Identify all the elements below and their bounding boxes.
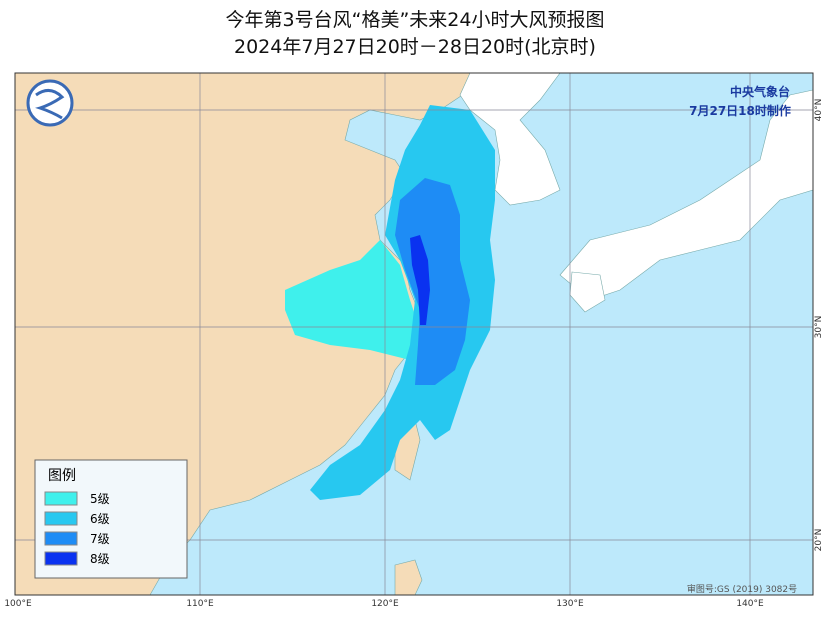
lon-label: 110°E bbox=[186, 599, 214, 609]
hainan bbox=[394, 559, 423, 596]
legend: 图例 5级 6级 7级 8级 bbox=[34, 459, 188, 579]
lon-label: 140°E bbox=[736, 599, 764, 609]
lon-label: 130°E bbox=[556, 599, 584, 609]
lat-label: 40°N bbox=[814, 99, 824, 122]
legend-swatch bbox=[44, 551, 78, 566]
lat-label: 20°N bbox=[814, 529, 824, 552]
wind-zone-7 bbox=[395, 178, 470, 385]
lat-label: 30°N bbox=[814, 316, 824, 339]
axis-labels: 100°E 110°E 120°E 130°E 140°E 40°N 30°N 20°N bbox=[4, 99, 824, 609]
lon-label: 120°E bbox=[371, 599, 399, 609]
wind-zone-8 bbox=[410, 235, 430, 325]
legend-swatch bbox=[44, 531, 78, 546]
lon-label: 100°E bbox=[4, 599, 32, 609]
legend-label: 5级 bbox=[90, 492, 110, 506]
legend-label: 6级 bbox=[90, 512, 110, 526]
subtitle: 2024年7月27日20时－28日20时(北京时) bbox=[234, 36, 596, 58]
frame bbox=[14, 72, 814, 596]
korea bbox=[459, 72, 561, 206]
legend-label: 8级 bbox=[90, 552, 110, 566]
legend-swatch bbox=[44, 511, 78, 526]
wind-zone-5 bbox=[285, 240, 420, 360]
legend-label: 7级 bbox=[90, 532, 110, 546]
graticule bbox=[15, 73, 813, 595]
issue-time: 7月27日18时制作 bbox=[689, 103, 791, 118]
legend-title: 图例 bbox=[48, 468, 76, 484]
credit: 审图号:GS (2019) 3082号 bbox=[687, 583, 797, 595]
agency-name: 中央气象台 bbox=[730, 84, 790, 99]
logo-mark bbox=[35, 89, 65, 120]
legend-swatch bbox=[44, 491, 78, 506]
title: 今年第3号台风“格美”未来24小时大风预报图 bbox=[226, 9, 605, 31]
